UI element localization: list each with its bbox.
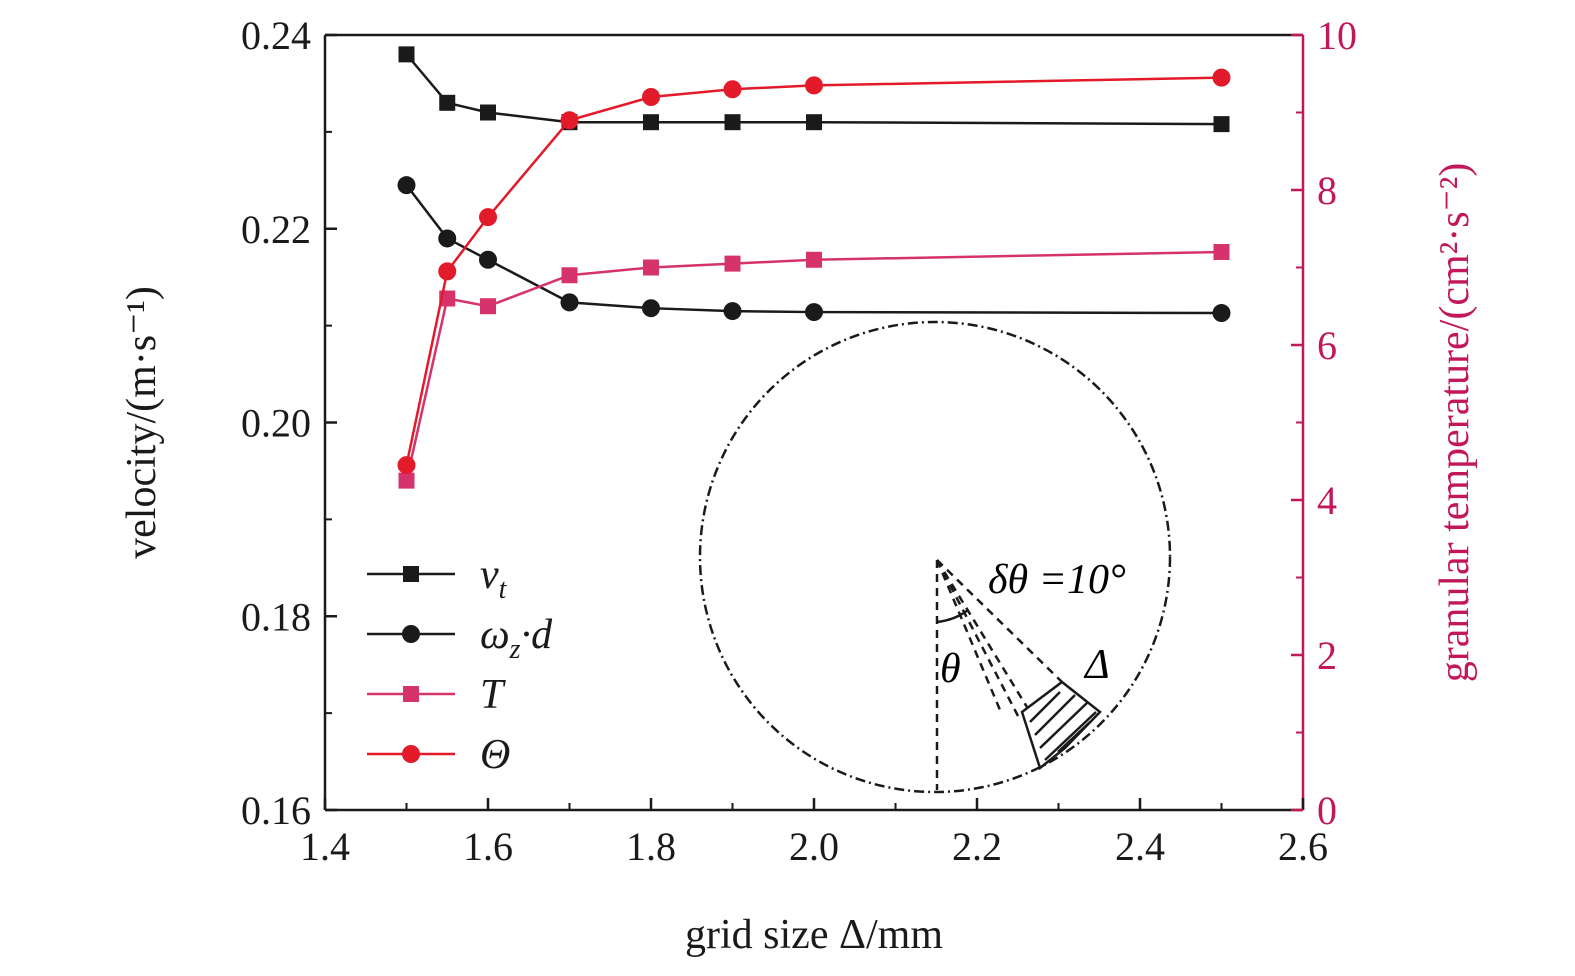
data-point <box>561 267 578 284</box>
legend-entry: ωz·d <box>367 612 553 665</box>
legend-label: Θ <box>480 732 510 778</box>
data-point <box>643 259 659 276</box>
series-line <box>405 250 1222 481</box>
data-point <box>560 111 579 130</box>
data-point <box>642 88 660 106</box>
data-point <box>438 229 457 248</box>
inset-sector-line-2 <box>935 559 1032 713</box>
legend-entry: Θ <box>367 732 510 778</box>
data-point <box>723 80 742 99</box>
data-point <box>480 104 496 121</box>
legend-entry: vt <box>367 552 508 605</box>
legend-label: ωz·d <box>480 612 553 665</box>
x-tick-label: 2.4 <box>1115 824 1165 869</box>
inset-theta-label: θ <box>940 646 961 692</box>
data-point <box>806 114 822 131</box>
inset-theta-arc <box>936 609 969 624</box>
data-point <box>806 251 822 268</box>
data-point <box>642 299 660 318</box>
data-point <box>479 208 497 227</box>
data-point <box>438 262 457 281</box>
data-point <box>479 250 497 269</box>
data-point <box>397 456 416 475</box>
legend-label: vt <box>480 552 508 605</box>
inset-delta-label: Δ <box>1083 642 1110 688</box>
y2-axis-title: granular temperature/(cm²·s⁻²) <box>1432 163 1478 683</box>
inset-sector-line-1 <box>936 559 1063 683</box>
inset-hatched-cell <box>1020 680 1102 771</box>
y-tick-label: 0.22 <box>241 207 311 252</box>
x-tick-label: 1.4 <box>300 824 350 869</box>
legend-label: T <box>480 672 506 718</box>
y2-tick-label: 8 <box>1317 168 1337 213</box>
series-1 <box>397 176 1231 323</box>
legend-marker <box>403 686 419 702</box>
x-tick-label: 2.0 <box>789 824 839 869</box>
legend: vt ωz·d TΘ <box>367 552 553 778</box>
y-tick-label: 0.18 <box>241 594 311 639</box>
data-point <box>805 76 823 95</box>
series-layer <box>397 46 1231 489</box>
data-point <box>1212 68 1231 87</box>
data-point <box>1212 304 1231 323</box>
x-tick-label: 1.8 <box>626 824 676 869</box>
x-tick-label: 1.6 <box>463 824 513 869</box>
y-tick-label: 0.16 <box>241 788 311 833</box>
series-2 <box>398 244 1230 489</box>
legend-marker <box>402 745 420 763</box>
legend-marker <box>403 566 419 582</box>
data-point <box>723 302 742 321</box>
data-point <box>805 303 823 322</box>
inset-angle-label: δθ =10° <box>988 557 1126 603</box>
grid-inset-diagram: δθ =10° θ Δ <box>698 320 1172 794</box>
y-axis-title: velocity/(m·s⁻¹) <box>119 286 165 559</box>
legend-entry: T <box>367 672 506 718</box>
y2-tick-label: 4 <box>1317 478 1337 523</box>
axes: 1.4 1.6 1.8 2.0 2.2 2.4 2.6 0.16 0.18 0.20 0.22 0.2… <box>119 13 1478 958</box>
inset-sector-line-4 <box>935 559 1020 717</box>
data-point <box>1213 244 1230 260</box>
data-point <box>560 293 579 312</box>
x-tick-label: 2.2 <box>952 824 1002 869</box>
data-point <box>397 176 416 195</box>
y2-tick-label: 10 <box>1317 13 1357 58</box>
y2-tick-label: 2 <box>1317 633 1337 678</box>
data-point <box>480 298 496 315</box>
y-tick-label: 0.24 <box>241 13 311 58</box>
x-tick-label: 2.6 <box>1278 824 1328 869</box>
legend-marker <box>402 625 420 643</box>
inset-circle <box>698 320 1172 794</box>
x-axis-title: grid size Δ/mm <box>685 912 943 958</box>
series-3 <box>397 68 1231 475</box>
data-point <box>398 46 415 63</box>
y-tick-label: 0.20 <box>241 401 311 446</box>
y2-tick-label: 0 <box>1317 788 1337 833</box>
series-line <box>405 76 1222 466</box>
data-point <box>643 114 659 131</box>
y2-tick-label: 6 <box>1317 323 1337 368</box>
data-point <box>1213 116 1230 133</box>
data-point <box>724 255 741 272</box>
data-point <box>724 114 741 131</box>
data-point <box>439 94 456 111</box>
data-point <box>398 472 415 489</box>
series-line <box>405 184 1222 315</box>
